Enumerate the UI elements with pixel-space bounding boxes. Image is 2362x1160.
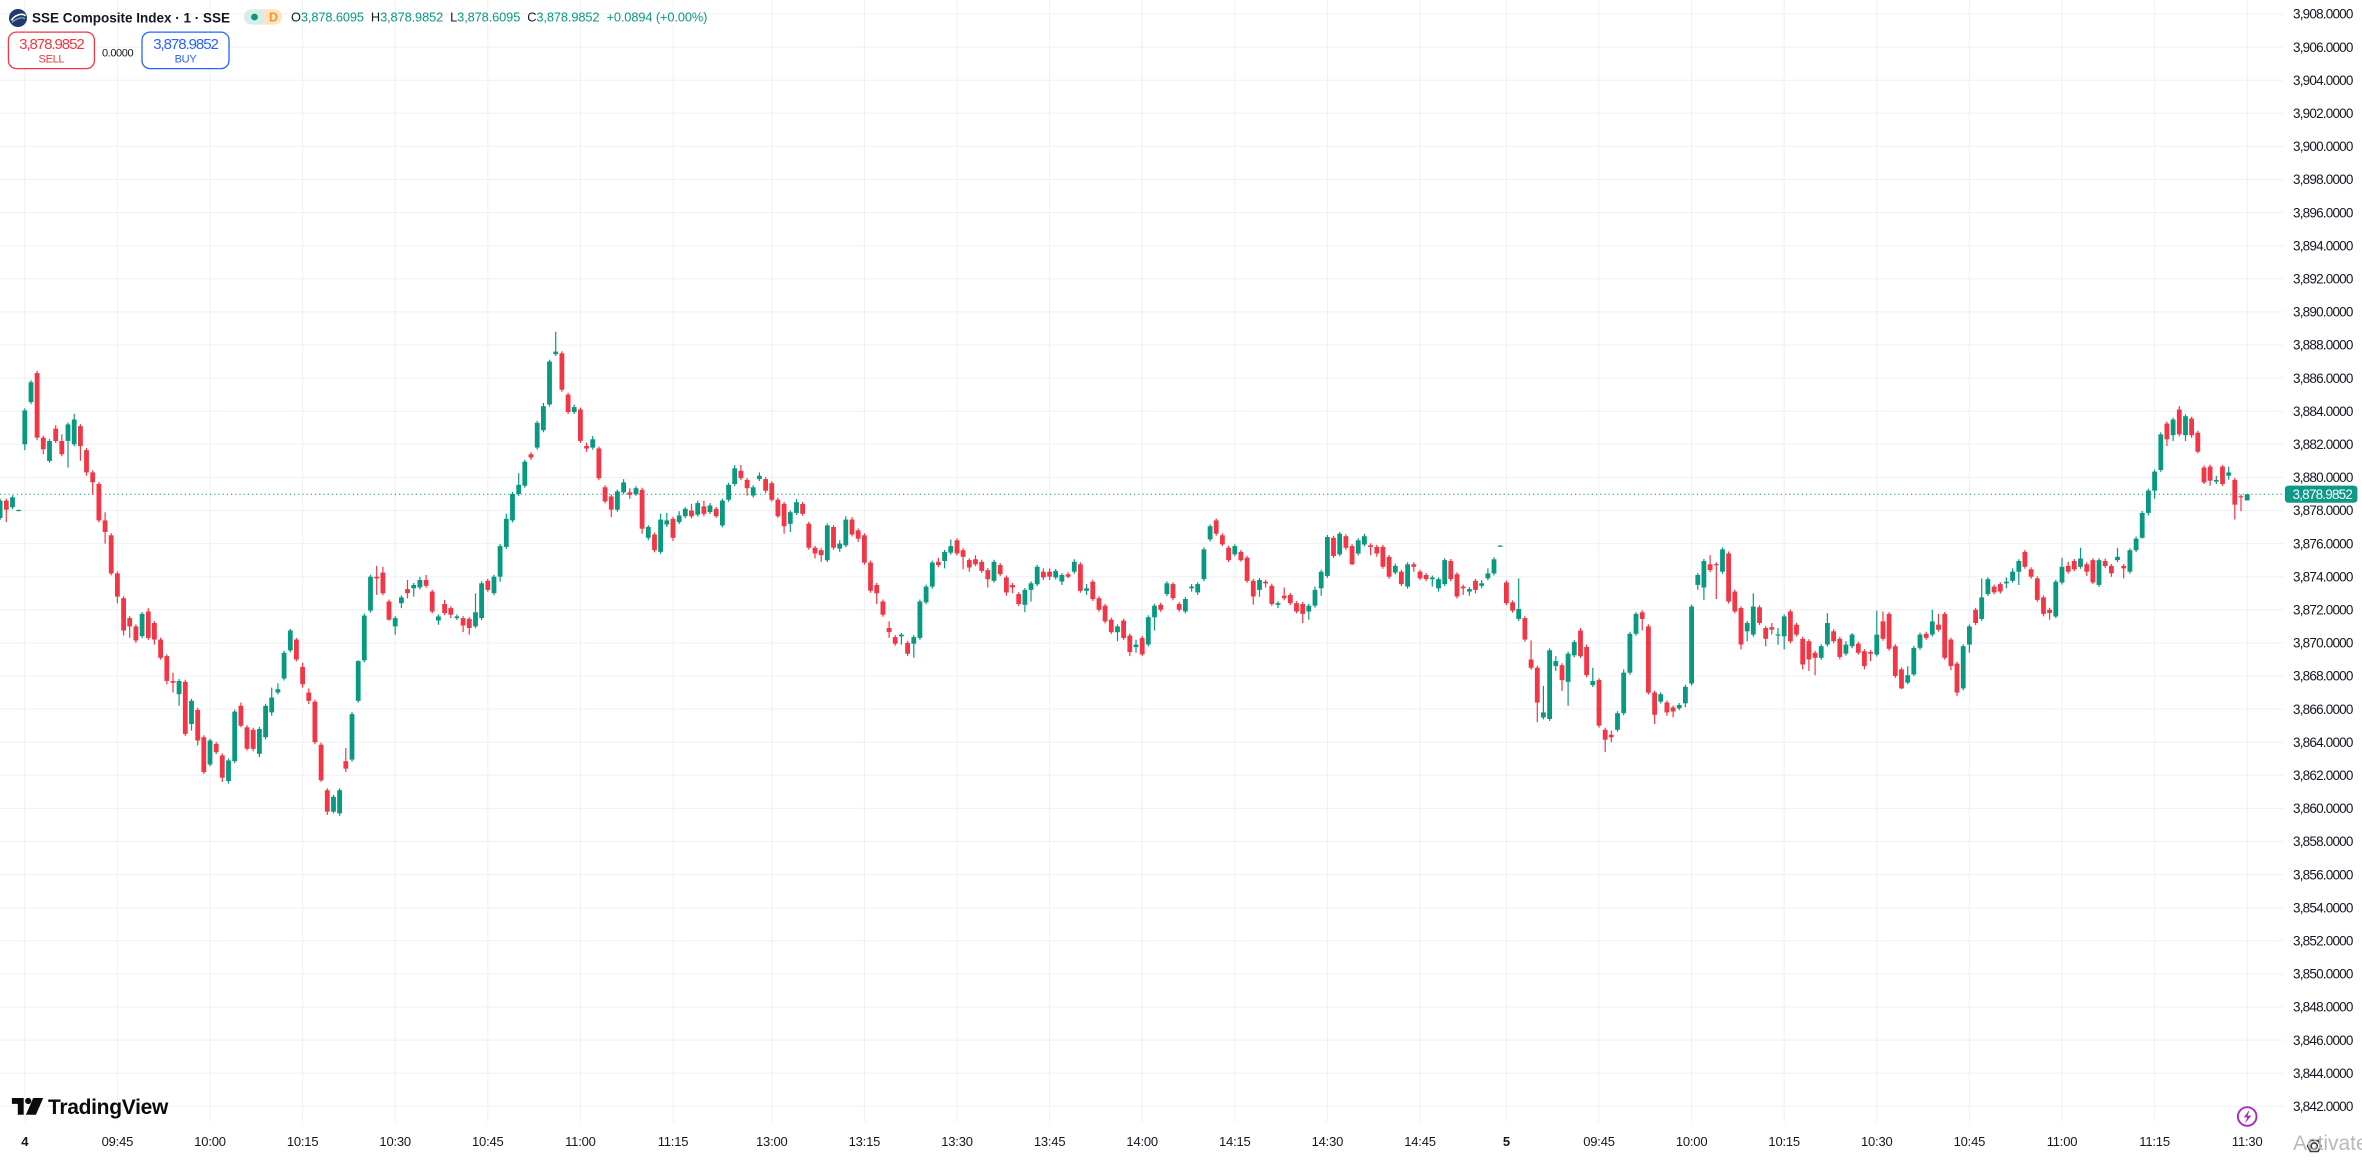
svg-text:09:45: 09:45 (102, 1134, 134, 1149)
svg-text:3,898.0000: 3,898.0000 (2293, 172, 2353, 187)
svg-text:3,874.0000: 3,874.0000 (2293, 569, 2353, 584)
svg-text:11:00: 11:00 (2047, 1134, 2078, 1149)
svg-text:3,866.0000: 3,866.0000 (2293, 702, 2353, 717)
svg-text:3,894.0000: 3,894.0000 (2293, 238, 2353, 253)
svg-text:3,844.0000: 3,844.0000 (2293, 1066, 2353, 1081)
svg-text:13:15: 13:15 (849, 1134, 881, 1149)
svg-text:3,848.0000: 3,848.0000 (2293, 1000, 2353, 1015)
svg-text:3,850.0000: 3,850.0000 (2293, 967, 2353, 982)
svg-text:3,856.0000: 3,856.0000 (2293, 867, 2353, 882)
svg-text:3,870.0000: 3,870.0000 (2293, 636, 2353, 651)
svg-text:SELL: SELL (39, 53, 65, 65)
svg-text:0.0000: 0.0000 (102, 47, 134, 59)
svg-text:10:45: 10:45 (472, 1134, 504, 1149)
svg-text:3,868.0000: 3,868.0000 (2293, 669, 2353, 684)
svg-text:3,876.0000: 3,876.0000 (2293, 536, 2353, 551)
svg-text:3,862.0000: 3,862.0000 (2293, 768, 2353, 783)
svg-text:3,908.0000: 3,908.0000 (2293, 7, 2353, 22)
svg-text:13:30: 13:30 (941, 1134, 973, 1149)
svg-text:10:15: 10:15 (1768, 1134, 1800, 1149)
svg-text:3,880.0000: 3,880.0000 (2293, 470, 2353, 485)
svg-text:3,888.0000: 3,888.0000 (2293, 338, 2353, 353)
svg-text:SSE Composite Index · 1 · SSE: SSE Composite Index · 1 · SSE (32, 11, 230, 26)
svg-text:10:45: 10:45 (1954, 1134, 1986, 1149)
svg-text:3,900.0000: 3,900.0000 (2293, 139, 2353, 154)
svg-text:3,852.0000: 3,852.0000 (2293, 934, 2353, 949)
svg-text:3,896.0000: 3,896.0000 (2293, 205, 2353, 220)
svg-text:10:30: 10:30 (379, 1134, 411, 1149)
svg-text:3,878.9852: 3,878.9852 (153, 36, 218, 53)
svg-text:3,892.0000: 3,892.0000 (2293, 272, 2353, 287)
svg-text:3,860.0000: 3,860.0000 (2293, 801, 2353, 816)
svg-text:3,902.0000: 3,902.0000 (2293, 106, 2353, 121)
svg-text:10:15: 10:15 (287, 1134, 319, 1149)
svg-text:BUY: BUY (175, 53, 198, 65)
svg-text:TradingView: TradingView (48, 1096, 169, 1119)
svg-text:4: 4 (21, 1134, 29, 1149)
svg-text:14:30: 14:30 (1312, 1134, 1344, 1149)
svg-text:3,846.0000: 3,846.0000 (2293, 1033, 2353, 1048)
svg-text:3,878.9852: 3,878.9852 (19, 36, 84, 53)
svg-text:13:45: 13:45 (1034, 1134, 1066, 1149)
svg-text:3,890.0000: 3,890.0000 (2293, 305, 2353, 320)
svg-text:Activate: Activate (2293, 1132, 2362, 1155)
svg-text:10:00: 10:00 (1676, 1134, 1708, 1149)
svg-text:14:15: 14:15 (1219, 1134, 1251, 1149)
svg-text:3,882.0000: 3,882.0000 (2293, 437, 2353, 452)
svg-text:5: 5 (1503, 1134, 1510, 1149)
svg-text:3,854.0000: 3,854.0000 (2293, 900, 2353, 915)
svg-text:14:45: 14:45 (1404, 1134, 1436, 1149)
svg-text:3,884.0000: 3,884.0000 (2293, 404, 2353, 419)
svg-text:3,858.0000: 3,858.0000 (2293, 834, 2353, 849)
svg-text:10:30: 10:30 (1861, 1134, 1893, 1149)
svg-text:09:45: 09:45 (1583, 1134, 1615, 1149)
svg-text:11:00: 11:00 (565, 1134, 596, 1149)
svg-text:3,842.0000: 3,842.0000 (2293, 1099, 2353, 1114)
svg-text:11:15: 11:15 (2139, 1134, 2170, 1149)
svg-text:3,878.0000: 3,878.0000 (2293, 503, 2353, 518)
svg-text:13:00: 13:00 (756, 1134, 788, 1149)
svg-text:11:15: 11:15 (658, 1134, 689, 1149)
svg-text:D: D (269, 11, 278, 25)
svg-text:3,906.0000: 3,906.0000 (2293, 40, 2353, 55)
svg-text:11:30: 11:30 (2232, 1134, 2263, 1149)
svg-text:3,864.0000: 3,864.0000 (2293, 735, 2353, 750)
svg-text:3,878.9852: 3,878.9852 (2293, 487, 2353, 502)
svg-text:3,904.0000: 3,904.0000 (2293, 73, 2353, 88)
svg-text:14:00: 14:00 (1126, 1134, 1158, 1149)
svg-text:3,886.0000: 3,886.0000 (2293, 371, 2353, 386)
svg-text:3,872.0000: 3,872.0000 (2293, 603, 2353, 618)
svg-text:10:00: 10:00 (194, 1134, 226, 1149)
